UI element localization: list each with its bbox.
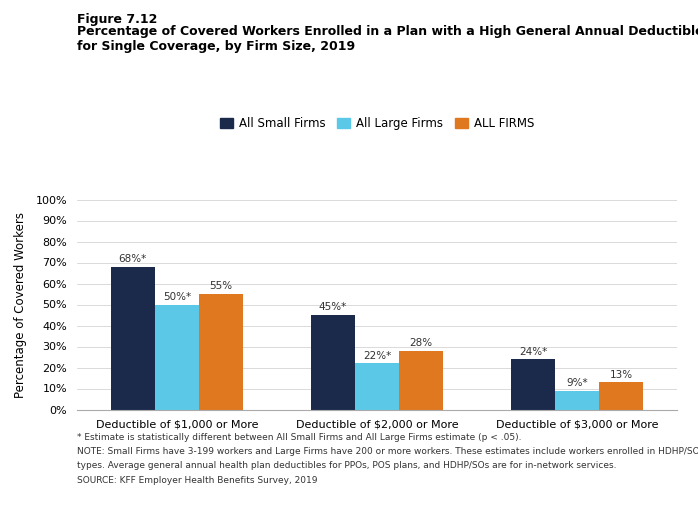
Text: types. Average general annual health plan deductibles for PPOs, POS plans, and H: types. Average general annual health pla… <box>77 461 616 470</box>
Text: 13%: 13% <box>609 370 632 380</box>
Text: Figure 7.12: Figure 7.12 <box>77 13 157 26</box>
Bar <box>555 391 599 410</box>
Bar <box>599 382 643 410</box>
Text: * Estimate is statistically different between All Small Firms and All Large Firm: * Estimate is statistically different be… <box>77 433 521 442</box>
Text: 68%*: 68%* <box>119 254 147 264</box>
Bar <box>199 294 243 410</box>
Text: Percentage of Covered Workers Enrolled in a Plan with a High General Annual Dedu: Percentage of Covered Workers Enrolled i… <box>77 25 698 38</box>
Text: 45%*: 45%* <box>319 302 347 312</box>
Text: 50%*: 50%* <box>163 292 191 302</box>
Legend: All Small Firms, All Large Firms, ALL FIRMS: All Small Firms, All Large Firms, ALL FI… <box>220 117 534 130</box>
Bar <box>111 267 155 410</box>
Bar <box>155 304 199 410</box>
Text: 55%: 55% <box>209 281 232 291</box>
Y-axis label: Percentage of Covered Workers: Percentage of Covered Workers <box>14 212 27 397</box>
Bar <box>511 359 555 410</box>
Text: for Single Coverage, by Firm Size, 2019: for Single Coverage, by Firm Size, 2019 <box>77 40 355 53</box>
Text: 24%*: 24%* <box>519 346 547 356</box>
Bar <box>355 363 399 410</box>
Bar <box>311 315 355 410</box>
Text: 28%: 28% <box>410 338 433 348</box>
Text: 22%*: 22%* <box>363 351 391 361</box>
Text: SOURCE: KFF Employer Health Benefits Survey, 2019: SOURCE: KFF Employer Health Benefits Sur… <box>77 476 318 485</box>
Text: 9%*: 9%* <box>566 378 588 388</box>
Text: NOTE: Small Firms have 3-199 workers and Large Firms have 200 or more workers. T: NOTE: Small Firms have 3-199 workers and… <box>77 447 698 456</box>
Bar <box>399 351 443 410</box>
